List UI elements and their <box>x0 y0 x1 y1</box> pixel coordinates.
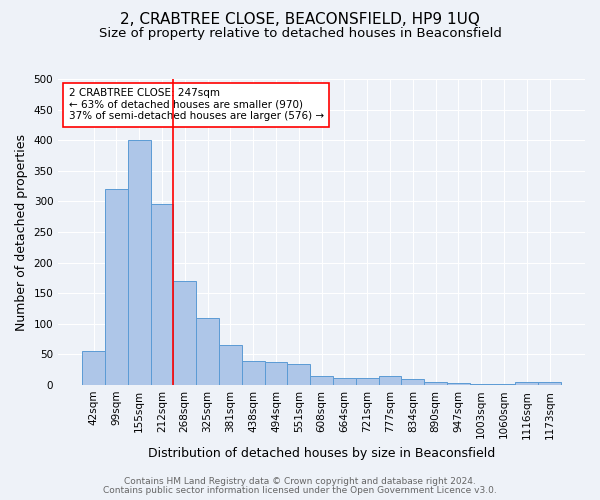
Bar <box>356 378 379 385</box>
Bar <box>470 384 493 385</box>
Text: 2 CRABTREE CLOSE: 247sqm
← 63% of detached houses are smaller (970)
37% of semi-: 2 CRABTREE CLOSE: 247sqm ← 63% of detach… <box>69 88 324 122</box>
Bar <box>515 382 538 385</box>
Text: Size of property relative to detached houses in Beaconsfield: Size of property relative to detached ho… <box>98 28 502 40</box>
Bar <box>447 383 470 385</box>
Bar <box>424 382 447 385</box>
Text: Contains HM Land Registry data © Crown copyright and database right 2024.: Contains HM Land Registry data © Crown c… <box>124 477 476 486</box>
Bar <box>287 364 310 385</box>
X-axis label: Distribution of detached houses by size in Beaconsfield: Distribution of detached houses by size … <box>148 447 495 460</box>
Bar <box>538 382 561 385</box>
Bar <box>310 376 333 385</box>
Bar <box>173 281 196 385</box>
Bar <box>105 189 128 385</box>
Bar <box>242 360 265 385</box>
Bar <box>333 378 356 385</box>
Bar <box>493 384 515 385</box>
Bar <box>265 362 287 385</box>
Text: 2, CRABTREE CLOSE, BEACONSFIELD, HP9 1UQ: 2, CRABTREE CLOSE, BEACONSFIELD, HP9 1UQ <box>120 12 480 28</box>
Bar <box>379 376 401 385</box>
Y-axis label: Number of detached properties: Number of detached properties <box>15 134 28 330</box>
Bar <box>196 318 219 385</box>
Bar <box>219 346 242 385</box>
Bar <box>128 140 151 385</box>
Bar <box>151 204 173 385</box>
Bar <box>82 352 105 385</box>
Bar <box>401 379 424 385</box>
Text: Contains public sector information licensed under the Open Government Licence v3: Contains public sector information licen… <box>103 486 497 495</box>
